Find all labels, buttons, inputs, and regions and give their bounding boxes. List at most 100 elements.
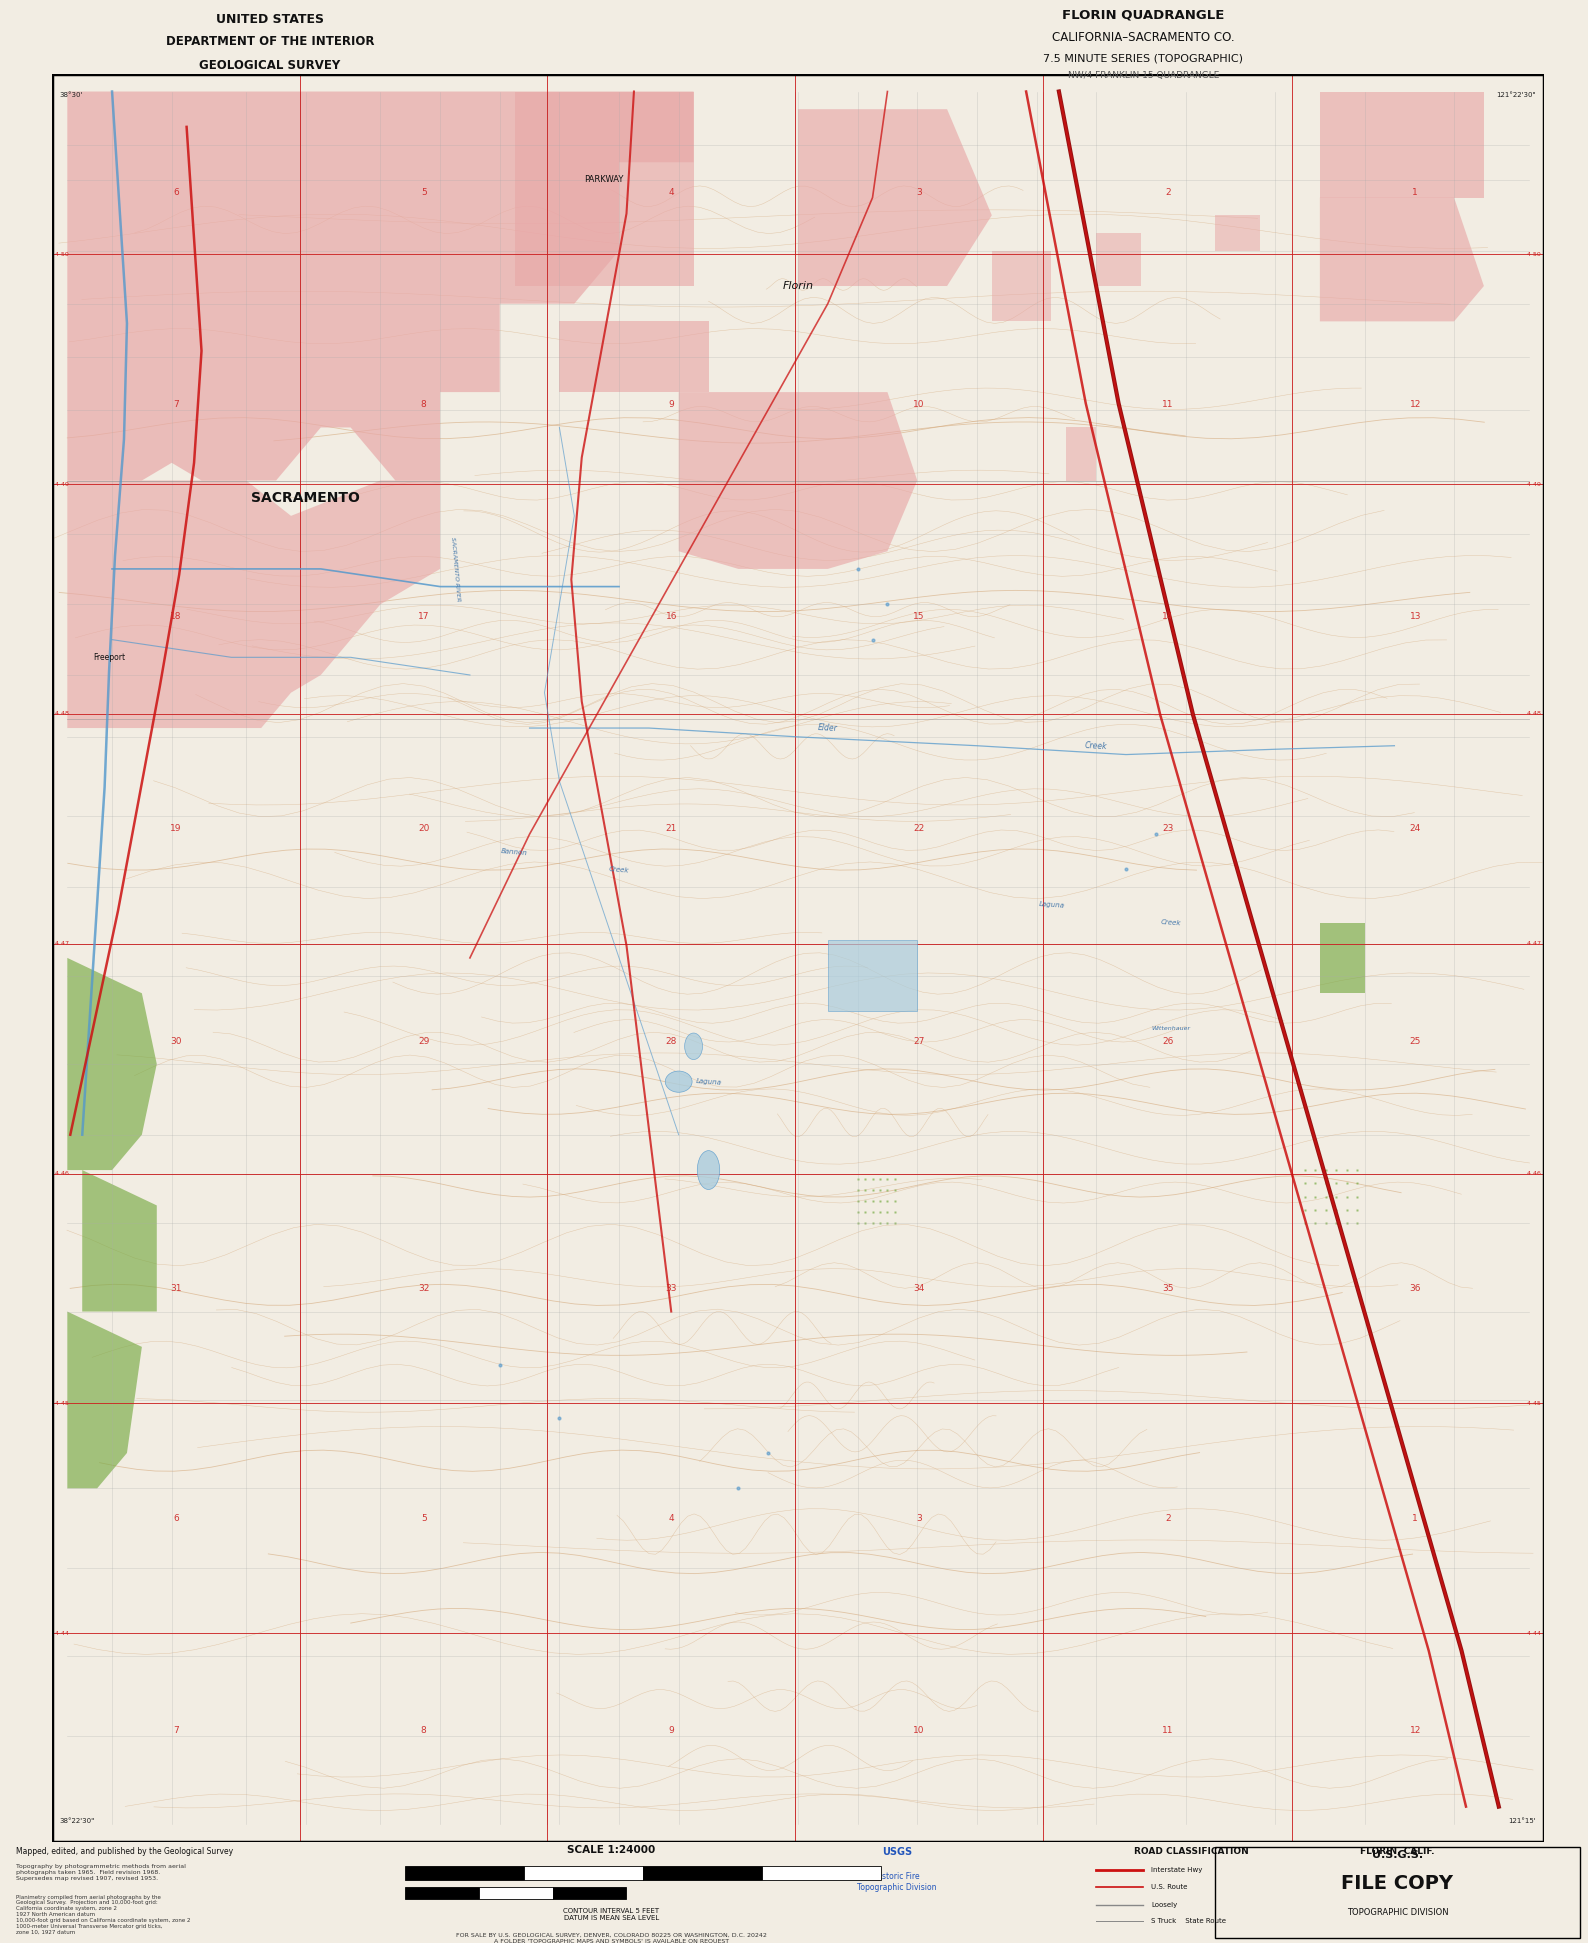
Text: Laguna: Laguna — [696, 1078, 721, 1086]
Text: 4: 4 — [669, 188, 673, 196]
Text: 21: 21 — [665, 824, 676, 834]
Bar — [553, 1887, 626, 1898]
Polygon shape — [67, 1312, 141, 1488]
Text: S Truck    State Route: S Truck State Route — [1151, 1918, 1226, 1924]
Bar — [480, 1887, 553, 1898]
Text: 1: 1 — [1412, 1514, 1418, 1523]
Polygon shape — [1320, 91, 1483, 198]
Bar — [992, 251, 1051, 321]
Text: 4: 4 — [669, 1514, 673, 1523]
Text: U.S. Route: U.S. Route — [1151, 1885, 1188, 1891]
Text: 12: 12 — [1410, 1725, 1421, 1735]
Text: SACRAMENTO: SACRAMENTO — [251, 492, 360, 505]
Text: SCALE 1:24000: SCALE 1:24000 — [567, 1846, 656, 1856]
Text: 8: 8 — [421, 400, 427, 408]
Text: Bannon: Bannon — [502, 847, 529, 857]
Text: 4 46: 4 46 — [56, 1172, 70, 1176]
Text: 36: 36 — [1410, 1284, 1421, 1292]
Text: 4 47: 4 47 — [1526, 940, 1540, 946]
Text: 4 49: 4 49 — [56, 482, 70, 486]
Text: 6: 6 — [173, 188, 179, 196]
Ellipse shape — [684, 1034, 702, 1059]
Polygon shape — [67, 480, 440, 729]
Text: Loosely: Loosely — [1151, 1902, 1178, 1908]
Ellipse shape — [697, 1150, 719, 1189]
Text: UNITED STATES: UNITED STATES — [216, 14, 324, 27]
Text: 7: 7 — [173, 400, 179, 408]
Text: 9: 9 — [669, 1725, 673, 1735]
Text: 26: 26 — [1162, 1036, 1174, 1045]
Bar — [827, 940, 918, 1010]
Text: 5: 5 — [421, 1514, 427, 1523]
Text: Wittenhauer: Wittenhauer — [1151, 1026, 1191, 1032]
Text: 20: 20 — [418, 824, 429, 834]
Text: 25: 25 — [1410, 1036, 1421, 1045]
Text: 2: 2 — [1166, 1514, 1170, 1523]
Text: 31: 31 — [170, 1284, 183, 1292]
Bar — [1067, 427, 1096, 480]
Text: PARKWAY: PARKWAY — [584, 175, 624, 185]
Bar — [405, 1887, 480, 1898]
Polygon shape — [678, 392, 918, 569]
Text: 11: 11 — [1162, 400, 1174, 408]
Text: 16: 16 — [665, 612, 676, 622]
Text: 28: 28 — [665, 1036, 676, 1045]
Polygon shape — [67, 958, 157, 1170]
Text: 8: 8 — [421, 1725, 427, 1735]
Polygon shape — [515, 91, 694, 286]
Text: CONTOUR INTERVAL 5 FEET
DATUM IS MEAN SEA LEVEL: CONTOUR INTERVAL 5 FEET DATUM IS MEAN SE… — [564, 1908, 659, 1920]
Ellipse shape — [665, 1071, 692, 1092]
Text: 4 44: 4 44 — [1526, 1630, 1540, 1636]
Text: Freeport: Freeport — [94, 653, 125, 663]
Text: 38°30': 38°30' — [60, 91, 83, 97]
Text: Laguna: Laguna — [1039, 902, 1064, 909]
Text: 10: 10 — [913, 400, 924, 408]
Text: 24: 24 — [1410, 824, 1421, 834]
Text: 3: 3 — [916, 188, 921, 196]
Text: Elder: Elder — [818, 723, 838, 733]
Text: 4 48: 4 48 — [56, 711, 70, 717]
Text: FILE COPY: FILE COPY — [1342, 1875, 1453, 1892]
Text: Creek: Creek — [1161, 919, 1181, 927]
Text: 4 48: 4 48 — [1526, 711, 1540, 717]
Text: 9: 9 — [669, 400, 673, 408]
Text: 29: 29 — [418, 1036, 429, 1045]
Text: 34: 34 — [913, 1284, 924, 1292]
Text: ROAD CLASSIFICATION: ROAD CLASSIFICATION — [1134, 1848, 1248, 1856]
Text: FLORIN, CALIF.: FLORIN, CALIF. — [1361, 1848, 1434, 1856]
Text: 19: 19 — [170, 824, 183, 834]
Text: TOPOGRAPHIC DIVISION: TOPOGRAPHIC DIVISION — [1347, 1908, 1448, 1916]
Bar — [1215, 216, 1261, 251]
Polygon shape — [799, 109, 992, 286]
Text: 1: 1 — [1412, 188, 1418, 196]
Text: Historic Fire
Topographic Division: Historic Fire Topographic Division — [858, 1873, 937, 1892]
Text: 12: 12 — [1410, 400, 1421, 408]
Text: Topography by photogrammetric methods from aerial
photographs taken 1965.  Field: Topography by photogrammetric methods fr… — [16, 1863, 186, 1881]
Text: 14: 14 — [1162, 612, 1174, 622]
Text: 2: 2 — [1166, 188, 1170, 196]
Text: 4 45: 4 45 — [56, 1401, 70, 1407]
Text: 3: 3 — [916, 1514, 921, 1523]
Text: 10: 10 — [913, 1725, 924, 1735]
Text: 30: 30 — [170, 1036, 183, 1045]
Text: 4 45: 4 45 — [1526, 1401, 1540, 1407]
Text: NW/4 FRANKLIN 15 QUADRANGLE: NW/4 FRANKLIN 15 QUADRANGLE — [1067, 70, 1220, 80]
Text: 13: 13 — [1410, 612, 1421, 622]
Text: 4 50: 4 50 — [1526, 253, 1540, 256]
Text: CALIFORNIA–SACRAMENTO CO.: CALIFORNIA–SACRAMENTO CO. — [1051, 31, 1235, 45]
Text: FOR SALE BY U.S. GEOLOGICAL SURVEY, DENVER, COLORADO 80225 OR WASHINGTON, D.C. 2: FOR SALE BY U.S. GEOLOGICAL SURVEY, DENV… — [456, 1933, 767, 1943]
Bar — [524, 1865, 643, 1881]
Text: GEOLOGICAL SURVEY: GEOLOGICAL SURVEY — [200, 58, 340, 72]
Text: 121°15': 121°15' — [1509, 1819, 1536, 1824]
Text: 4 47: 4 47 — [56, 940, 70, 946]
Text: Planimetry compiled from aerial photographs by the
Geological Survey.  Projectio: Planimetry compiled from aerial photogra… — [16, 1894, 191, 1935]
Bar — [1096, 233, 1140, 286]
Polygon shape — [1320, 923, 1364, 993]
Text: 32: 32 — [418, 1284, 429, 1292]
Text: 17: 17 — [418, 612, 429, 622]
Bar — [762, 1865, 881, 1881]
Text: Creek: Creek — [1085, 740, 1107, 750]
Polygon shape — [83, 1170, 157, 1312]
Polygon shape — [559, 321, 708, 392]
Bar — [405, 1865, 524, 1881]
